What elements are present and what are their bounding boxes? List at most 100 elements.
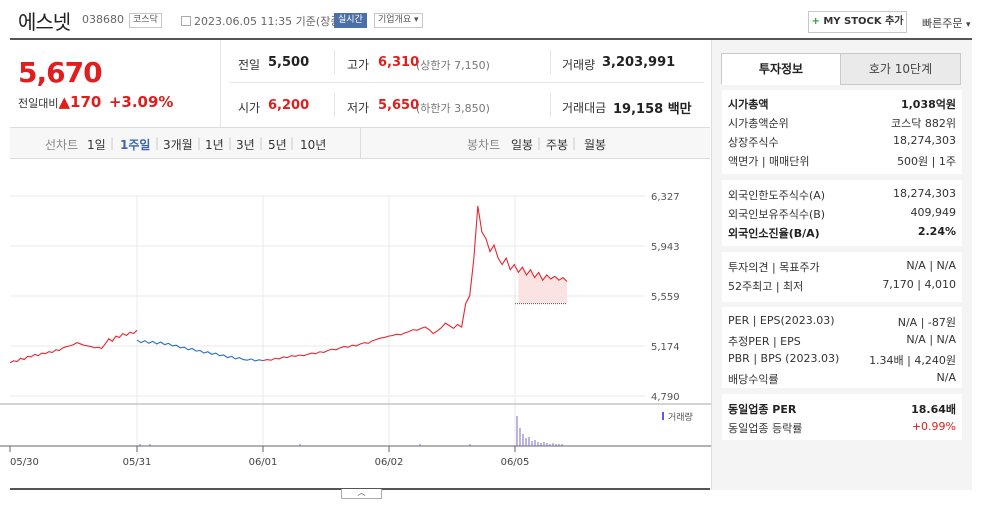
price-change: 전일대비▲170 +3.09% <box>18 93 174 111</box>
candle-chart-label: 봉차트 <box>467 138 501 152</box>
info-label: 추정PER | EPS <box>728 335 801 348</box>
high-value: 6,310 <box>378 55 420 70</box>
candle-daily[interactable]: 일봉 <box>511 138 534 152</box>
info-panel: 투자정보 호가 10단계 시가총액 1,038억원 시가총액순위 코스닥 882위 상장… <box>711 40 972 490</box>
info-value: 18,274,303 <box>893 134 956 147</box>
info-row: 동일업종 PER 18.64배 <box>728 401 956 420</box>
info-value: 18.64배 <box>911 403 956 416</box>
y-tick-label: 5,559 <box>651 292 680 303</box>
divider <box>334 50 335 74</box>
separator: | <box>155 136 160 150</box>
y-tick-label: 6,327 <box>651 192 680 203</box>
up-triangle-icon: ▲ <box>58 93 71 111</box>
candle-weekly[interactable]: 주봉 <box>546 138 569 152</box>
opinion-section: 투자의견 | 목표주가 N/A | N/A 52주최고 | 최저 7,170 | 4,… <box>722 252 962 302</box>
quick-order-dropdown[interactable]: 빠른주문 ▾ <box>922 17 971 30</box>
info-value: 500원 | 1주 <box>897 155 956 168</box>
divider <box>550 93 551 117</box>
low-label: 저가 <box>347 101 370 115</box>
info-row: 액면가 | 매매단위 500원 | 1주 <box>728 153 956 172</box>
x-tick-label: 05/31 <box>123 457 152 468</box>
collapse-button[interactable]: ︿ <box>341 489 382 499</box>
info-label: 동일업종 PER <box>728 403 797 416</box>
info-value: N/A | N/A <box>906 259 956 272</box>
y-tick-label: 5,943 <box>651 242 680 253</box>
period-bar: 선차트 1일 | 1주일 | 3개월 | 1년 | 3년 | 5년 | 10년 … <box>10 127 710 159</box>
info-label: 상장주식수 <box>728 136 779 149</box>
timestamp: 2023.06.05 11:35 기준(장중) <box>181 13 345 29</box>
upper-limit: (상한가 7,150) <box>416 59 490 72</box>
period-3y[interactable]: 3년 <box>236 138 255 152</box>
period-5y[interactable]: 5년 <box>268 138 287 152</box>
divider <box>230 82 704 83</box>
chevron-down-icon: ▾ <box>414 15 419 25</box>
info-label: PER | EPS(2023.03) <box>728 314 835 327</box>
chevron-down-icon: ▾ <box>965 20 971 30</box>
foreign-section: 외국인한도주식수(A) 18,274,303 외국인보유주식수(B) 409,949 외… <box>722 180 962 246</box>
period-3m[interactable]: 3개월 <box>163 138 193 152</box>
price-line-day2 <box>136 339 264 362</box>
info-label: 배당수익률 <box>728 373 779 386</box>
info-row: 외국인한도주식수(A) 18,274,303 <box>728 187 956 206</box>
info-label: 시가총액 <box>728 98 769 111</box>
info-label: PBR | BPS (2023.03) <box>728 352 840 365</box>
info-row: 외국인보유주식수(B) 409,949 <box>728 206 956 225</box>
volume-label: 거래량 <box>668 411 693 423</box>
x-tick-label: 06/02 <box>375 457 404 468</box>
info-row: PBR | BPS (2023.03) 1.34배 | 4,240원 <box>728 352 956 371</box>
company-info-dropdown[interactable]: 기업개요 ▾ <box>374 13 423 28</box>
info-value: +0.99% <box>911 420 956 433</box>
separator: | <box>197 136 202 150</box>
x-tick-label: 05/30 <box>10 457 39 468</box>
lower-limit: (하한가 3,850) <box>416 102 490 115</box>
stock-name: 에스넷 <box>18 10 71 34</box>
tab-investment-info[interactable]: 투자정보 <box>721 53 841 85</box>
price-fill-area <box>518 267 567 304</box>
market-badge: 코스닥 <box>129 13 162 28</box>
separator: | <box>572 136 577 150</box>
calendar-icon <box>181 16 191 26</box>
plus-icon: + <box>811 16 820 27</box>
separator: | <box>290 136 295 150</box>
info-label: 시가총액순위 <box>728 117 789 130</box>
info-label: 52주최고 | 최저 <box>728 280 804 293</box>
realtime-badge[interactable]: 실시간 <box>334 13 367 28</box>
volume-legend-swatch <box>662 412 664 420</box>
x-tick-label: 06/05 <box>501 457 530 468</box>
divider <box>220 40 221 127</box>
candle-monthly[interactable]: 월봉 <box>584 138 607 152</box>
period-1d[interactable]: 1일 <box>87 138 106 152</box>
info-value: 18,274,303 <box>893 187 956 200</box>
info-row: 동일업종 등락률 +0.99% <box>728 420 956 439</box>
tab-order-book[interactable]: 호가 10단계 <box>840 53 961 85</box>
x-tick-label: 06/01 <box>249 457 278 468</box>
prev-value: 5,500 <box>268 55 310 70</box>
divider <box>334 93 335 117</box>
info-value: 409,949 <box>910 206 957 219</box>
volume-value: 3,203,991 <box>602 55 676 70</box>
my-stock-add-button[interactable]: + MY STOCK 추가 <box>808 11 907 33</box>
period-10y[interactable]: 10년 <box>300 138 327 152</box>
info-value: N/A <box>936 371 956 384</box>
low-value: 5,650 <box>378 98 420 113</box>
period-1y[interactable]: 1년 <box>205 138 224 152</box>
price-line-day3 <box>262 205 568 362</box>
info-value: 코스닥 882위 <box>891 117 956 130</box>
market-cap-section: 시가총액 1,038억원 시가총액순위 코스닥 882위 상장주식수 18,274,303… <box>722 90 962 174</box>
open-label: 시가 <box>238 101 261 115</box>
volume-label: 거래량 <box>562 58 596 72</box>
y-tick-label: 4,790 <box>651 392 680 403</box>
high-label: 고가 <box>347 58 370 72</box>
current-price: 5,670 <box>18 56 103 89</box>
info-label: 액면가 | 매매단위 <box>728 155 810 168</box>
line-chart-label: 선차트 <box>45 138 79 152</box>
info-value: N/A | -87원 <box>897 316 956 329</box>
info-row: 52주최고 | 최저 7,170 | 4,010 <box>728 278 956 297</box>
open-value: 6,200 <box>268 98 310 113</box>
prev-label: 전일 <box>238 58 261 72</box>
stock-code: 038680 <box>82 13 124 26</box>
period-1w[interactable]: 1주일 <box>120 138 151 152</box>
divider <box>550 50 551 74</box>
y-tick-label: 5,174 <box>651 342 680 353</box>
info-label: 외국인한도주식수(A) <box>728 189 826 202</box>
